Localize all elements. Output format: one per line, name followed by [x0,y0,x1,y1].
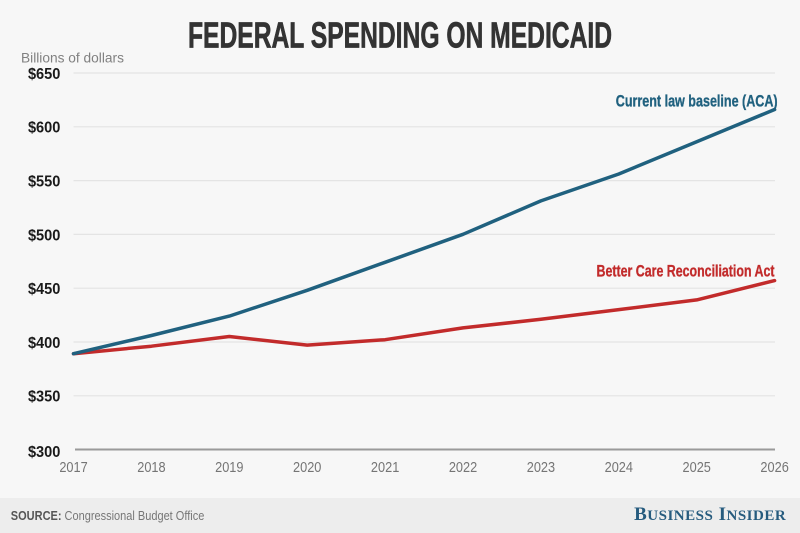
svg-text:2026: 2026 [760,459,788,475]
svg-text:2019: 2019 [215,459,243,475]
svg-text:Billions of dollars: Billions of dollars [21,49,124,65]
svg-text:2020: 2020 [293,459,322,475]
svg-text:2017: 2017 [59,459,87,475]
svg-text:2024: 2024 [605,459,634,475]
svg-text:$550: $550 [28,173,60,191]
svg-text:2018: 2018 [137,459,165,475]
svg-text:$450: $450 [28,281,60,299]
svg-text:$500: $500 [28,227,60,245]
svg-text:2022: 2022 [449,459,477,475]
svg-text:2021: 2021 [371,459,399,475]
svg-text:$650: $650 [28,65,60,83]
svg-text:FEDERAL SPENDING ON MEDICAID: FEDERAL SPENDING ON MEDICAID [188,15,612,56]
svg-text:Better Care Reconciliation Act: Better Care Reconciliation Act [597,263,775,281]
svg-text:$300: $300 [28,443,60,461]
svg-text:BUSINESS INSIDER: BUSINESS INSIDER [634,504,786,525]
svg-text:$350: $350 [28,388,60,406]
svg-text:$400: $400 [28,334,60,352]
svg-text:2023: 2023 [527,459,555,475]
svg-text:Current law baseline (ACA): Current law baseline (ACA) [616,92,778,111]
svg-text:$600: $600 [28,119,60,137]
svg-text:SOURCE: Congressional Budget O: SOURCE: Congressional Budget Office [11,508,205,523]
svg-text:2025: 2025 [683,459,712,475]
